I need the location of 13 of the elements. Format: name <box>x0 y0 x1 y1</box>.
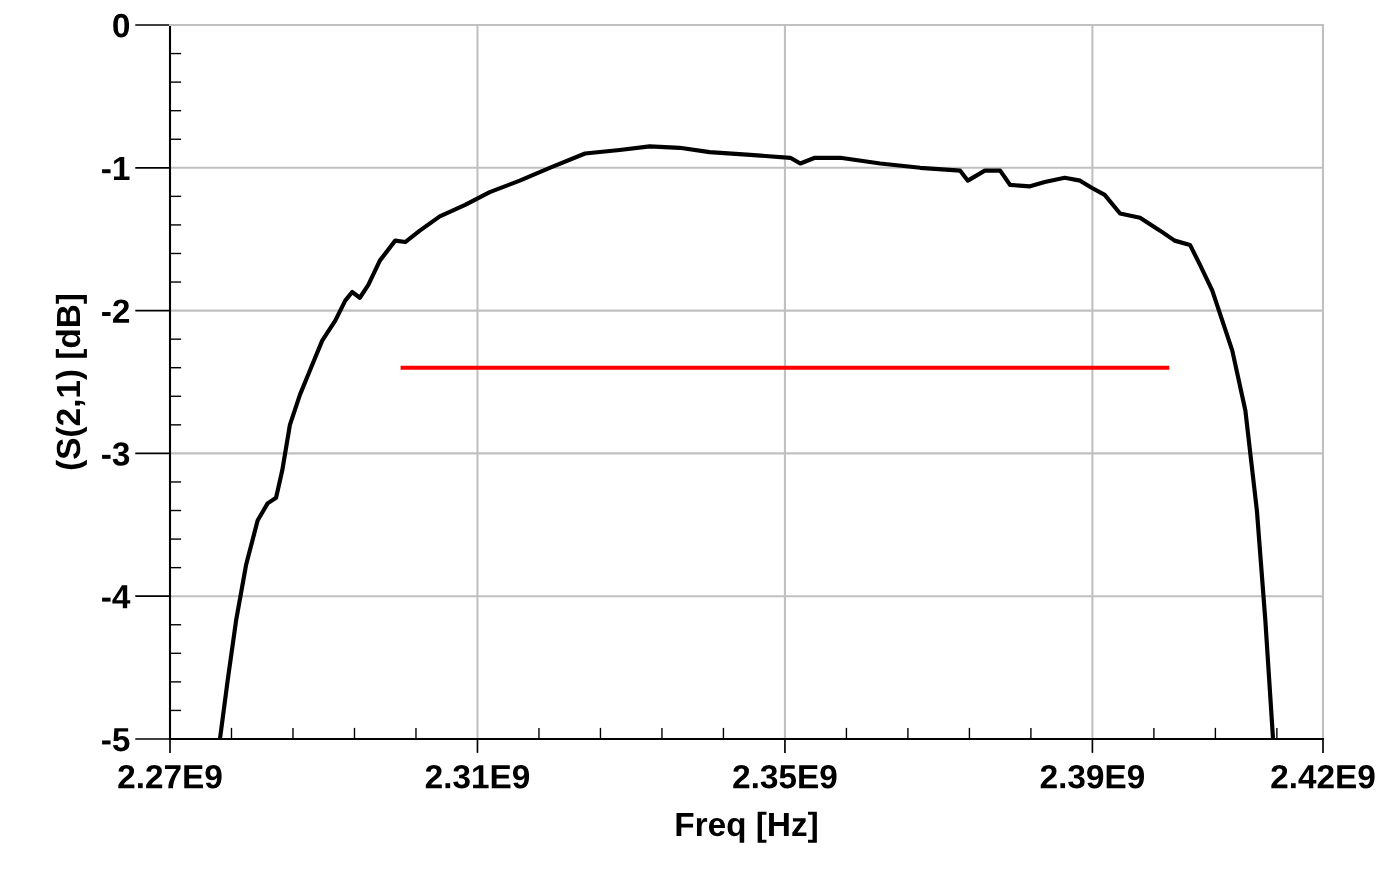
x-tick-label: 2.35E9 <box>733 764 837 789</box>
y-tick-label: -1 <box>102 156 130 180</box>
x-tick-label: 2.27E9 <box>118 764 222 789</box>
y-tick-label: -4 <box>102 585 131 609</box>
y-tick-label: -3 <box>102 442 130 466</box>
y-tick-label: -2 <box>102 299 130 323</box>
y-tick-label: -5 <box>102 728 130 752</box>
x-axis-title: Freq [Hz] <box>676 811 817 843</box>
x-tick-label: 2.39E9 <box>1040 764 1144 789</box>
y-tick-label: 0 <box>113 13 130 38</box>
x-tick-label: 2.42E9 <box>1271 764 1375 789</box>
y-axis-title: (S(2,1) [dB] <box>55 294 87 470</box>
x-tick-label: 2.31E9 <box>425 764 530 789</box>
